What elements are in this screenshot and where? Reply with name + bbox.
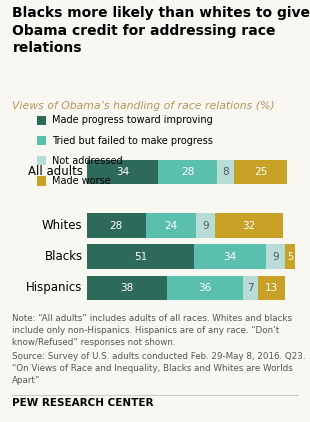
- Text: 28: 28: [181, 167, 195, 177]
- Text: Whites: Whites: [42, 219, 82, 232]
- Text: Blacks: Blacks: [44, 250, 82, 263]
- Bar: [146, 213, 197, 238]
- Text: 28: 28: [110, 221, 123, 230]
- Text: 34: 34: [224, 252, 237, 262]
- Bar: [218, 160, 234, 184]
- Text: 25: 25: [254, 167, 267, 177]
- Text: Made progress toward improving: Made progress toward improving: [52, 115, 213, 125]
- Bar: [266, 244, 285, 269]
- Text: Made worse: Made worse: [52, 176, 111, 186]
- Text: 9: 9: [203, 221, 209, 230]
- Text: 13: 13: [265, 283, 278, 293]
- Text: 38: 38: [120, 283, 134, 293]
- Text: 9: 9: [272, 252, 279, 262]
- Text: 5: 5: [287, 252, 293, 262]
- Text: 34: 34: [116, 167, 129, 177]
- Text: Source: Survey of U.S. adults conducted Feb. 29-May 8, 2016. Q23.
“On Views of R: Source: Survey of U.S. adults conducted …: [12, 352, 306, 385]
- Text: 36: 36: [198, 283, 211, 293]
- Text: All adults: All adults: [28, 165, 82, 179]
- Bar: [158, 160, 218, 184]
- Text: Hispanics: Hispanics: [26, 281, 82, 295]
- Bar: [234, 160, 287, 184]
- Bar: [167, 276, 243, 300]
- Text: Views of Obama’s handling of race relations (%): Views of Obama’s handling of race relati…: [12, 101, 275, 111]
- Text: 32: 32: [242, 221, 256, 230]
- Text: 7: 7: [247, 283, 254, 293]
- Text: 51: 51: [134, 252, 147, 262]
- Bar: [258, 276, 285, 300]
- Text: Not addressed: Not addressed: [52, 156, 123, 166]
- Text: 24: 24: [165, 221, 178, 230]
- Bar: [197, 213, 215, 238]
- Text: 8: 8: [223, 167, 229, 177]
- Text: Blacks more likely than whites to give
Obama credit for addressing race
relation: Blacks more likely than whites to give O…: [12, 6, 310, 55]
- Text: Tried but failed to make progress: Tried but failed to make progress: [52, 135, 213, 146]
- Bar: [87, 160, 158, 184]
- Bar: [215, 213, 283, 238]
- Bar: [87, 276, 167, 300]
- Bar: [194, 244, 266, 269]
- Bar: [87, 213, 146, 238]
- Bar: [243, 276, 258, 300]
- Bar: [285, 244, 295, 269]
- Bar: [87, 244, 194, 269]
- Text: Note: “All adults” includes adults of all races. Whites and blacks
include only : Note: “All adults” includes adults of al…: [12, 314, 293, 347]
- Text: PEW RESEARCH CENTER: PEW RESEARCH CENTER: [12, 398, 154, 408]
